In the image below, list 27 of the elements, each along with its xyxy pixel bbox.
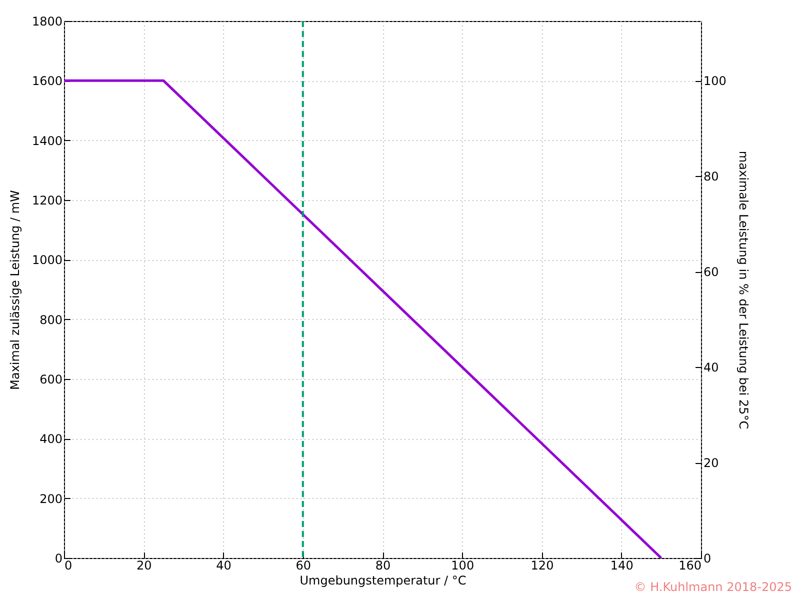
x-tick-label: 140 xyxy=(610,558,634,572)
x-tick-label: 100 xyxy=(451,558,474,572)
y2-tick-label: 40 xyxy=(704,360,719,375)
y-tick-label: 1000 xyxy=(32,253,62,268)
y-tick-label: 1200 xyxy=(32,194,62,208)
x-tick-label: 160 xyxy=(678,558,702,572)
y2-axis-title: maximale Leistung in % der Leistung bei 25°C xyxy=(736,150,750,430)
y2-tick-label: 20 xyxy=(704,456,719,470)
y-tick-label: 800 xyxy=(40,312,62,327)
y-tick-label: 1400 xyxy=(32,134,62,148)
y-tick-label: 1800 xyxy=(32,14,62,28)
y-tick-label: 1600 xyxy=(32,74,62,88)
x-axis-title: Umgebungstemperatur / °C xyxy=(300,574,466,588)
text: © H.Kuhlmann 2018-2025 xyxy=(634,580,792,594)
x-tick-label: 40 xyxy=(216,558,232,572)
y-tick-label: 400 xyxy=(40,432,62,446)
y2-tick-label: 100 xyxy=(704,74,726,88)
y-axis-title: Maximal zulässige Leistung / mW xyxy=(8,190,22,390)
y-tick-label: 600 xyxy=(40,372,62,386)
x-tick-label: 120 xyxy=(530,558,554,572)
x-tick-label: 60 xyxy=(296,558,312,572)
y2-tick-label: 60 xyxy=(704,265,719,280)
y2-tick-label: 80 xyxy=(704,170,719,184)
x-tick-label: 0 xyxy=(64,558,72,572)
x-tick-label: 80 xyxy=(375,558,391,572)
y-tick-label: 200 xyxy=(40,492,62,506)
x-tick-label: 20 xyxy=(136,558,152,572)
